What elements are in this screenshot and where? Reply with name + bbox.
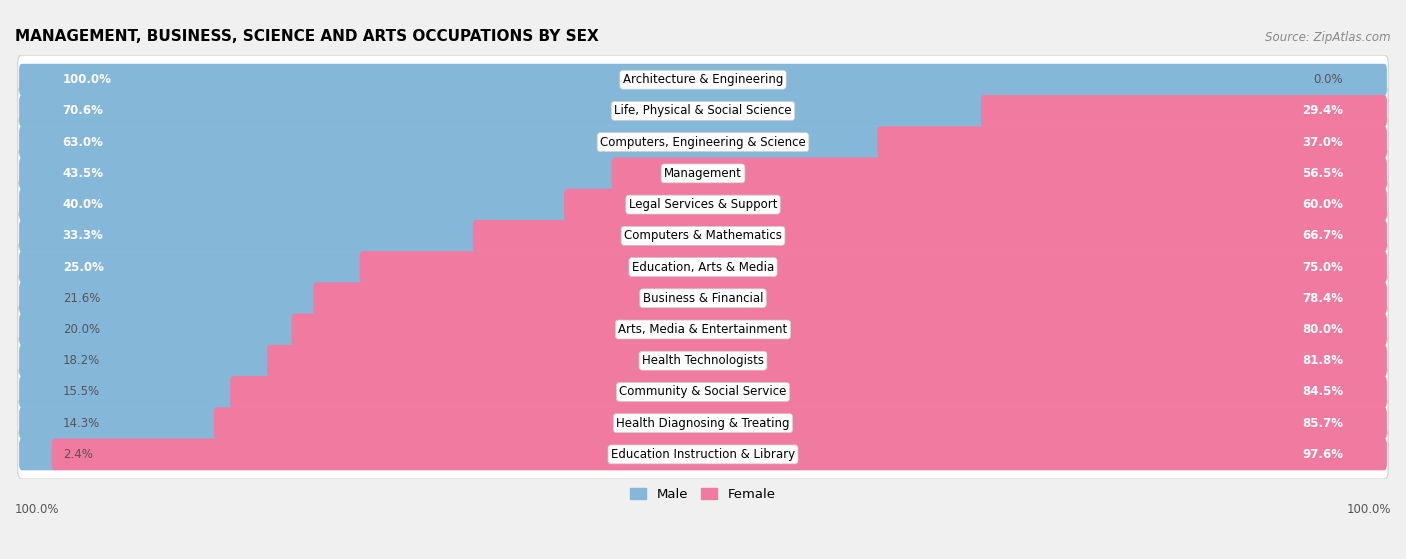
FancyBboxPatch shape (18, 336, 1388, 385)
Text: 60.0%: 60.0% (1302, 198, 1343, 211)
Legend: Male, Female: Male, Female (626, 484, 780, 505)
Text: Health Diagnosing & Treating: Health Diagnosing & Treating (616, 416, 790, 430)
Text: Business & Financial: Business & Financial (643, 292, 763, 305)
FancyBboxPatch shape (20, 438, 58, 470)
Text: 100.0%: 100.0% (63, 73, 111, 86)
FancyBboxPatch shape (18, 117, 1388, 167)
Text: 21.6%: 21.6% (63, 292, 100, 305)
Text: 97.6%: 97.6% (1302, 448, 1343, 461)
FancyBboxPatch shape (18, 367, 1388, 416)
FancyBboxPatch shape (291, 314, 1386, 345)
Text: 37.0%: 37.0% (1302, 136, 1343, 149)
FancyBboxPatch shape (18, 211, 1388, 260)
FancyBboxPatch shape (20, 95, 987, 127)
FancyBboxPatch shape (20, 189, 569, 221)
FancyBboxPatch shape (314, 282, 1386, 314)
Text: Legal Services & Support: Legal Services & Support (628, 198, 778, 211)
FancyBboxPatch shape (231, 376, 1386, 408)
FancyBboxPatch shape (18, 180, 1388, 229)
Text: 66.7%: 66.7% (1302, 229, 1343, 243)
Text: Arts, Media & Entertainment: Arts, Media & Entertainment (619, 323, 787, 336)
FancyBboxPatch shape (20, 251, 366, 283)
FancyBboxPatch shape (20, 408, 219, 439)
Text: Life, Physical & Social Science: Life, Physical & Social Science (614, 105, 792, 117)
Text: 63.0%: 63.0% (63, 136, 104, 149)
Text: 15.5%: 15.5% (63, 386, 100, 399)
FancyBboxPatch shape (18, 399, 1388, 448)
Text: 0.0%: 0.0% (1313, 73, 1343, 86)
FancyBboxPatch shape (20, 282, 319, 314)
Text: 81.8%: 81.8% (1302, 354, 1343, 367)
Text: 80.0%: 80.0% (1302, 323, 1343, 336)
FancyBboxPatch shape (18, 430, 1388, 479)
FancyBboxPatch shape (20, 345, 273, 377)
FancyBboxPatch shape (20, 64, 1386, 96)
Text: Computers & Mathematics: Computers & Mathematics (624, 229, 782, 243)
Text: 84.5%: 84.5% (1302, 386, 1343, 399)
Text: 29.4%: 29.4% (1302, 105, 1343, 117)
FancyBboxPatch shape (564, 189, 1386, 221)
Text: Education Instruction & Library: Education Instruction & Library (612, 448, 794, 461)
FancyBboxPatch shape (18, 243, 1388, 292)
Text: 14.3%: 14.3% (63, 416, 100, 430)
FancyBboxPatch shape (20, 158, 617, 190)
Text: 100.0%: 100.0% (1347, 503, 1391, 516)
FancyBboxPatch shape (20, 126, 883, 158)
Text: 78.4%: 78.4% (1302, 292, 1343, 305)
Text: Source: ZipAtlas.com: Source: ZipAtlas.com (1265, 31, 1391, 44)
Text: 2.4%: 2.4% (63, 448, 93, 461)
FancyBboxPatch shape (20, 314, 297, 345)
FancyBboxPatch shape (20, 376, 236, 408)
FancyBboxPatch shape (20, 220, 478, 252)
Text: Health Technologists: Health Technologists (643, 354, 763, 367)
Text: 20.0%: 20.0% (63, 323, 100, 336)
Text: Community & Social Service: Community & Social Service (619, 386, 787, 399)
FancyBboxPatch shape (981, 95, 1386, 127)
Text: Computers, Engineering & Science: Computers, Engineering & Science (600, 136, 806, 149)
FancyBboxPatch shape (612, 158, 1386, 190)
Text: 18.2%: 18.2% (63, 354, 100, 367)
FancyBboxPatch shape (52, 438, 1386, 470)
Text: Management: Management (664, 167, 742, 180)
Text: Architecture & Engineering: Architecture & Engineering (623, 73, 783, 86)
FancyBboxPatch shape (18, 273, 1388, 323)
FancyBboxPatch shape (18, 305, 1388, 354)
Text: 100.0%: 100.0% (15, 503, 59, 516)
Text: 43.5%: 43.5% (63, 167, 104, 180)
Text: 25.0%: 25.0% (63, 260, 104, 273)
Text: 70.6%: 70.6% (63, 105, 104, 117)
FancyBboxPatch shape (18, 55, 1388, 105)
FancyBboxPatch shape (18, 149, 1388, 198)
FancyBboxPatch shape (472, 220, 1386, 252)
Text: MANAGEMENT, BUSINESS, SCIENCE AND ARTS OCCUPATIONS BY SEX: MANAGEMENT, BUSINESS, SCIENCE AND ARTS O… (15, 29, 599, 44)
FancyBboxPatch shape (267, 345, 1386, 377)
Text: Education, Arts & Media: Education, Arts & Media (631, 260, 775, 273)
Text: 56.5%: 56.5% (1302, 167, 1343, 180)
Text: 85.7%: 85.7% (1302, 416, 1343, 430)
Text: 40.0%: 40.0% (63, 198, 104, 211)
FancyBboxPatch shape (214, 408, 1386, 439)
Text: 75.0%: 75.0% (1302, 260, 1343, 273)
FancyBboxPatch shape (18, 86, 1388, 136)
FancyBboxPatch shape (360, 251, 1386, 283)
Text: 33.3%: 33.3% (63, 229, 104, 243)
FancyBboxPatch shape (877, 126, 1386, 158)
